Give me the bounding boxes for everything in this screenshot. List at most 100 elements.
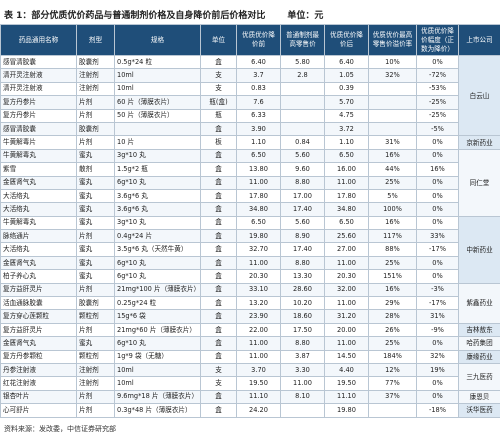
cell: 盒 (200, 282, 237, 298)
cell: 大活络丸 (0, 188, 77, 204)
cell: 0.83 (236, 81, 281, 97)
cell: 蜜丸 (76, 188, 115, 204)
cell: 1.10 (324, 135, 369, 150)
cell: 支 (200, 68, 237, 83)
cell: 盒 (200, 322, 237, 338)
cell: 3.7 (236, 68, 281, 83)
table-row: 脉络通片 片剂 0.4g*24 片盒 19.80 8.90 25.60 117% 33% (0, 229, 500, 244)
cell: 红花注射液 (0, 376, 77, 391)
cell: 0.5g*24 粒 (114, 54, 201, 70)
cell: 23.90 (236, 309, 281, 324)
header-cell: 剂型 (76, 24, 115, 56)
cell: 32.00 (324, 282, 369, 298)
cell: 26% (368, 322, 417, 338)
cell: 28.60 (280, 282, 325, 298)
cell: 11.00 (236, 255, 281, 271)
cell: 11.00 (324, 296, 369, 311)
cell: 100% (368, 202, 417, 217)
table-row: 牛黄解毒丸 蜜丸 3g*10 丸盒 6.50 5.60 6.50 16% 0% 同仁堂 (0, 148, 500, 217)
cell: 37% (368, 389, 417, 405)
cell: 盒 (200, 229, 237, 244)
cell: 3.70 (236, 362, 281, 378)
cell: 11.00 (236, 336, 281, 351)
cell: 复方丹参片 (0, 95, 77, 110)
header-cell: 普通制剂最高零售价 (280, 24, 325, 56)
cell: 20.00 (324, 322, 369, 338)
cell: 支 (200, 376, 237, 391)
unit: 单位：元 (287, 11, 324, 21)
table-row: 复方丹参片 片剂 50 片（薄膜衣片）瓶 6.33 4.75 -25% (0, 108, 500, 123)
empty-cell (114, 121, 201, 137)
cell: 13.30 (280, 269, 325, 284)
header-cell: 单位 (200, 24, 237, 56)
cell: 0% (416, 148, 459, 164)
empty-cell (368, 95, 417, 110)
cell: 0% (416, 135, 459, 150)
cell: 10ml (114, 68, 201, 83)
table-row: 复方益肝灵片 片剂 21mg*100 片（薄膜衣片）盒 33.10 28.60 32.00… (0, 282, 500, 324)
cell: 11.10 (324, 389, 369, 405)
cell: 盒 (200, 54, 237, 70)
cell: 1.05 (324, 68, 369, 83)
cell: 蜜丸 (76, 255, 115, 271)
header-cell: 上市公司 (458, 24, 500, 56)
company-cell: 同仁堂 (458, 148, 500, 217)
cell: 蜜丸 (76, 242, 115, 257)
title-line: 表 1：部分优质优价药品与普通制剂价格及自身降价前后价格对比 单位：元 (4, 8, 323, 21)
cell: 3.30 (280, 362, 325, 378)
cell: 5% (368, 188, 417, 204)
cell: 16% (368, 148, 417, 164)
cell: 10ml (114, 81, 201, 97)
cell: 16% (416, 162, 459, 177)
cell: 2.8 (280, 68, 325, 83)
cell: 盒 (200, 269, 237, 284)
cell: 0% (416, 54, 459, 70)
table-row: 大活络丸 蜜丸 3.6g*6 丸盒 34.80 17.40 34.80 100% 0% (0, 202, 500, 217)
cell: 盒 (200, 255, 237, 271)
cell: -72% (416, 68, 459, 83)
cell: 5.60 (280, 215, 325, 231)
cell: 19.80 (236, 229, 281, 244)
cell: 盒 (200, 309, 237, 324)
empty-cell (280, 95, 325, 110)
company-cell: 白云山 (458, 54, 500, 137)
cell: 11.00 (236, 175, 281, 190)
cell: 6.50 (236, 215, 281, 231)
header-cell: 优质优价降价后 (324, 24, 369, 56)
cell: 88% (368, 242, 417, 257)
cell: 大活络丸 (0, 242, 77, 257)
company-cell: 京新药业 (458, 135, 500, 150)
cell: 10.20 (280, 296, 325, 311)
cell: 金匮肾气丸 (0, 175, 77, 190)
cell: 6g*10 丸 (114, 269, 201, 284)
cell: 1g*9 袋（无糖） (114, 349, 201, 364)
table-row: 感冒清胶囊 胶囊剂 0.5g*24 粒盒 6.40 5.80 6.40 10% 0% 白云山 (0, 54, 500, 137)
cell: 15g*6 袋 (114, 309, 201, 324)
cell: 10 片 (114, 135, 201, 150)
table-row: 大活络丸 蜜丸 3.5g*6 丸（天然牛黄）盒 32.70 17.40 27.00 88% -… (0, 242, 500, 257)
cell: 34.80 (236, 202, 281, 217)
cell: 19.50 (236, 376, 281, 391)
cell: 117% (368, 229, 417, 244)
cell: 片剂 (76, 229, 115, 244)
table-row: 复方益肝灵片 片剂 21mg*60 片（薄膜衣片）盒 22.00 17.50 20.00 2… (0, 322, 500, 338)
cell: 0.25g*24 粒 (114, 296, 201, 311)
cell: 1.10 (236, 135, 281, 150)
table-row: 复方丹参片 片剂 60 片（薄膜衣片） 瓶(盒) 7.6 5.70 -25% (0, 95, 500, 110)
cell: 盒 (200, 162, 237, 177)
table-row: 紫雪 散剂 1.5g*2 瓶盒 13.80 9.60 16.00 44% 16% (0, 162, 500, 177)
cell: 柏子养心丸 (0, 269, 77, 284)
cell: 片剂 (76, 135, 115, 150)
cell: 牛黄解毒丸 (0, 148, 77, 164)
cell: 28% (368, 309, 417, 324)
cell: 颗粒剂 (76, 309, 115, 324)
table-row: 金匮肾气丸 蜜丸 6g*10 丸盒 11.00 8.80 11.00 25% 0% 哈药集团 (0, 336, 500, 351)
cell: 大活络丸 (0, 202, 77, 217)
table-row: 复方穿心莲颗粒 颗粒剂 15g*6 袋盒 23.90 18.60 31.20 28% 31% (0, 309, 500, 324)
cell: 13.80 (236, 162, 281, 177)
cell: 蜜丸 (76, 175, 115, 190)
company-cell: 吉林敖东 (458, 322, 500, 338)
cell: 19% (416, 362, 459, 378)
cell: -9% (416, 322, 459, 338)
table-row: 柏子养心丸 蜜丸 6g*10 丸盒 20.30 13.30 20.30 151% 0% (0, 269, 500, 284)
